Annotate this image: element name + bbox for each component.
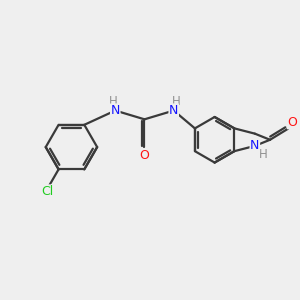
Text: N: N — [250, 140, 260, 152]
Text: H: H — [172, 95, 180, 108]
Text: H: H — [109, 95, 117, 108]
Text: O: O — [140, 149, 149, 162]
Text: Cl: Cl — [41, 185, 53, 198]
Text: O: O — [288, 116, 298, 129]
Text: H: H — [259, 148, 267, 161]
Text: N: N — [111, 104, 120, 117]
Text: N: N — [169, 104, 178, 117]
